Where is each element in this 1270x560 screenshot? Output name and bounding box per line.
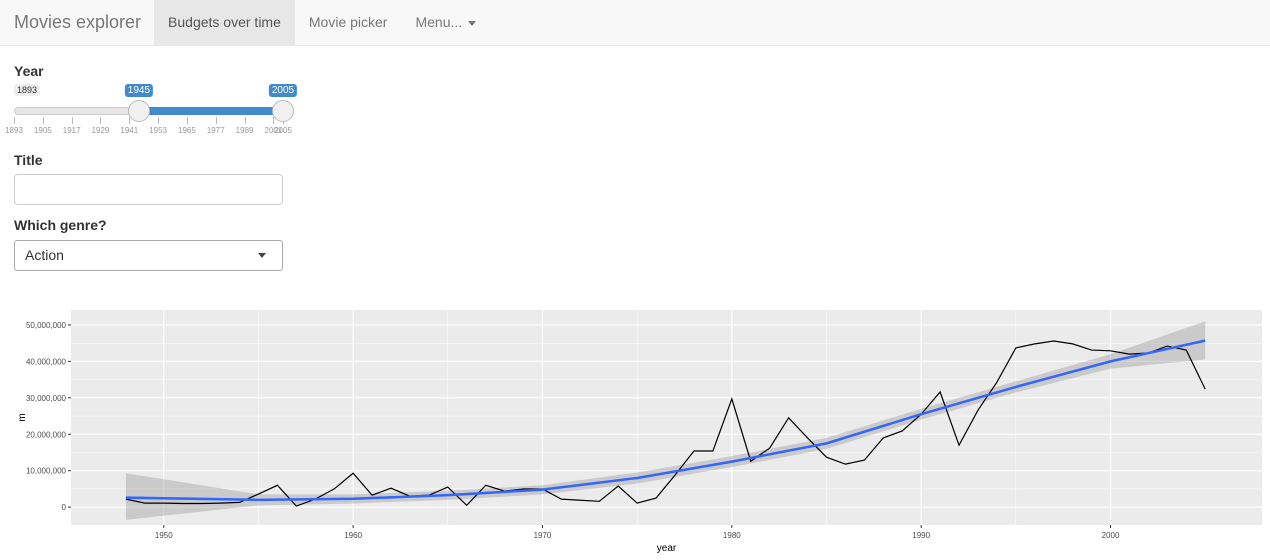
slider-tick (71, 117, 73, 124)
plot-panel (71, 310, 1262, 525)
data-line (125, 340, 1206, 507)
tab-menu[interactable]: Menu... (401, 0, 490, 45)
slider-tick (100, 117, 102, 124)
slider-value: 1945 (124, 84, 154, 97)
x-tick-label: 1970 (534, 531, 552, 540)
title-input[interactable] (14, 174, 283, 205)
slider-tick (273, 117, 275, 124)
selected-genre: Action (25, 247, 64, 263)
title-label: Title (14, 152, 43, 168)
chart: 0 10,000,000 20,000,000 30,000,000 40,000,00… (17, 310, 1262, 554)
smooth-line (125, 339, 1206, 502)
slider-handle[interactable] (127, 100, 150, 122)
x-tick-label: 1960 (344, 531, 362, 540)
caret (258, 253, 266, 258)
navbar: Movies explorer Budgets over time Movie … (0, 0, 1270, 46)
year-slider[interactable]: 1893 1893 1905 1917 1929 1941 1953 1965 1977 198… (5, 82, 298, 142)
slider-tick (244, 117, 246, 124)
y-tick-label: 20,000,000 (26, 430, 67, 439)
slider-tick-label: 2005 (274, 126, 292, 135)
y-tick-label: 10,000,000 (26, 467, 67, 476)
slider-tick-label: 1953 (149, 126, 167, 135)
slider-tick-label: 1929 (91, 126, 110, 135)
slider-handle[interactable] (272, 100, 294, 122)
slider-tick-label: 1977 (206, 126, 225, 135)
y-tick-label: 50,000,000 (26, 321, 67, 330)
slider-tick-label: 1965 (178, 126, 196, 135)
slider-tick-label: 1917 (62, 126, 81, 135)
slider-tick (215, 117, 217, 124)
tab-label: Menu... (415, 14, 463, 30)
slider-tick-label: 1989 (235, 126, 254, 135)
slider-tick (186, 117, 188, 124)
tab[interactable]: Budgets over time (154, 0, 295, 45)
slider-tick (14, 117, 15, 124)
x-tick-label: 2000 (1102, 531, 1120, 540)
slider-tick (158, 117, 160, 124)
slider-tick-label: 1905 (33, 126, 52, 135)
slider-value: 2005 (268, 84, 298, 97)
slider-range (138, 107, 283, 115)
x-axis-label: year (657, 543, 677, 554)
y-tick-label: 30,000,000 (26, 394, 67, 403)
x-tick-label: 1990 (912, 531, 930, 540)
slider-tick (129, 117, 131, 124)
y-tick-label: 0 (62, 503, 67, 512)
x-tick-label: 1950 (155, 531, 173, 540)
slider-tick-label: 1941 (120, 126, 139, 135)
genre-select[interactable]: Action (14, 240, 283, 271)
brand[interactable]: Movies explorer (14, 12, 142, 32)
slider-min-label: 1893 (14, 84, 41, 96)
tab[interactable]: Movie picker (308, 14, 388, 30)
y-tick-label: 40,000,000 (26, 357, 67, 366)
caret (468, 20, 477, 26)
slider-tick-label: 2001 (264, 126, 283, 135)
slider-tick (42, 117, 44, 124)
y-axis-label: m (17, 413, 28, 421)
x-tick-label: 1980 (723, 531, 741, 540)
slider-tick-label: 1893 (5, 126, 23, 135)
genre-label: Which genre? (14, 217, 107, 233)
year-label: Year (14, 63, 44, 79)
